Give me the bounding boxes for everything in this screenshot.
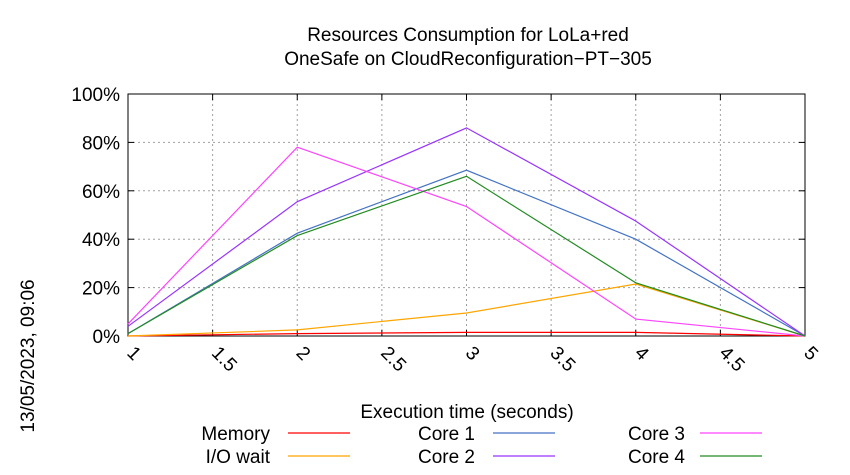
series-line-memory bbox=[127, 331, 806, 337]
legend-label-core-2: Core 2 bbox=[418, 447, 475, 468]
legend-label-core-3: Core 3 bbox=[628, 424, 685, 445]
legend-label-core-4: Core 4 bbox=[628, 447, 685, 468]
y-tick-label: 0% bbox=[93, 327, 121, 348]
x-tick-label: 2 bbox=[292, 343, 314, 365]
series-line-core-4 bbox=[127, 175, 806, 337]
series-lines bbox=[127, 127, 806, 337]
x-tick-label: 4 bbox=[630, 343, 653, 366]
x-tick-label: 1 bbox=[122, 343, 144, 365]
x-tick-label: 4.5 bbox=[715, 343, 749, 377]
y-tick-label: 60% bbox=[82, 182, 120, 203]
legend-label-core-1: Core 1 bbox=[418, 424, 475, 445]
legend-label-memory: Memory bbox=[201, 424, 270, 445]
x-axis-label: Execution time (seconds) bbox=[360, 402, 573, 423]
series-line-core-1 bbox=[127, 169, 806, 337]
x-tick-label: 2.5 bbox=[376, 343, 410, 377]
y-tick-label: 100% bbox=[71, 85, 120, 106]
x-tick-label: 3.5 bbox=[546, 343, 580, 377]
y-tick-label: 80% bbox=[82, 133, 120, 154]
timestamp-label: 13/05/2023, 09:06 bbox=[18, 279, 39, 432]
grid bbox=[128, 94, 805, 336]
series-line-core-3 bbox=[127, 146, 806, 337]
series-line-core-2 bbox=[127, 127, 806, 337]
x-tick-label: 1.5 bbox=[207, 343, 241, 377]
y-axis-ticks: 0% 20% 40% 60% 80% 100% bbox=[71, 85, 805, 348]
chart-subtitle: OneSafe on CloudReconfiguration−PT−305 bbox=[284, 49, 652, 70]
legend-label-i-o-wait: I/O wait bbox=[206, 447, 271, 468]
x-tick-label: 5 bbox=[799, 343, 821, 365]
y-tick-label: 20% bbox=[82, 279, 120, 300]
chart-title: Resources Consumption for LoLa+red bbox=[307, 25, 629, 46]
x-tick-label: 3 bbox=[461, 343, 483, 365]
series-line-i-o-wait bbox=[127, 283, 806, 337]
y-tick-label: 40% bbox=[82, 230, 120, 251]
plot-frame bbox=[127, 93, 806, 337]
